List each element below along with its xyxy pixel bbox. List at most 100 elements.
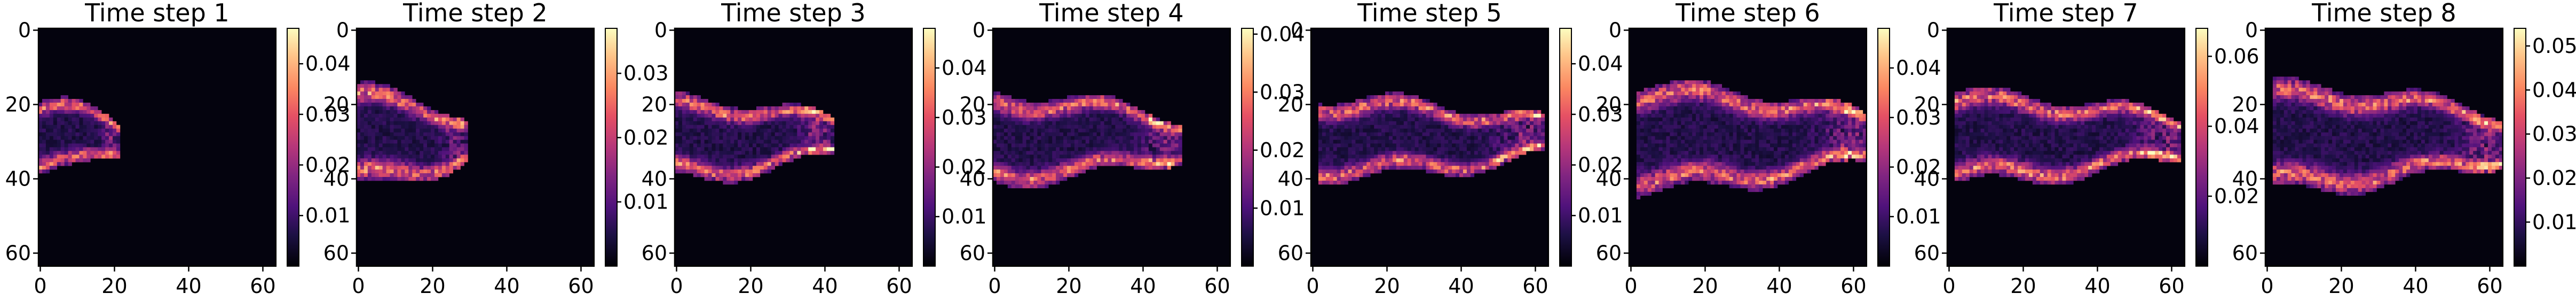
heatmap-cell <box>1492 128 1497 133</box>
heatmap-cell <box>408 136 413 140</box>
heatmap-cell <box>98 151 102 155</box>
heatmap-cell <box>1422 147 1426 151</box>
heatmap-cell <box>1744 143 1748 148</box>
heatmap-cell <box>1329 169 1333 174</box>
heatmap-cell <box>1333 180 1337 185</box>
heatmap-cell <box>86 151 91 155</box>
heatmap-cell <box>1015 136 1019 140</box>
heatmap-cell <box>996 180 1001 185</box>
heatmap-cell <box>1041 173 1045 177</box>
heatmap-cell <box>1744 132 1748 136</box>
heatmap-cell <box>1766 128 1771 133</box>
heatmap-cell <box>1700 106 1704 111</box>
heatmap-cell <box>1718 91 1722 96</box>
heatmap-cell <box>752 151 757 155</box>
heatmap-cell <box>1647 88 1652 92</box>
heatmap-cell <box>767 147 771 151</box>
heatmap-cell <box>726 121 731 125</box>
heatmap-cell <box>1826 110 1830 114</box>
heatmap-cell <box>1429 103 1434 107</box>
heatmap-cell <box>730 110 734 114</box>
heatmap-cell <box>42 140 46 144</box>
heatmap-cell <box>745 151 749 155</box>
heatmap-cell <box>1052 103 1056 107</box>
heatmap-cell <box>993 158 997 163</box>
heatmap-cell <box>453 121 457 125</box>
heatmap-cell <box>1378 158 1382 163</box>
heatmap-cell <box>1781 106 1785 111</box>
heatmap-cell <box>1852 121 1856 125</box>
heatmap-cell <box>1041 184 1045 189</box>
heatmap-cell <box>1477 151 1482 155</box>
heatmap-cell <box>449 147 453 151</box>
heatmap-cell <box>1673 121 1678 125</box>
heatmap-cell <box>420 128 424 133</box>
heatmap-cell <box>1481 113 1485 118</box>
heatmap-cell <box>60 99 65 103</box>
heatmap-cell <box>1799 143 1804 148</box>
heatmap-cell <box>434 110 439 114</box>
heatmap-cell <box>786 136 790 140</box>
heatmap-cell <box>423 140 428 144</box>
heatmap-cell <box>1837 128 1841 133</box>
heatmap-cell <box>1818 140 1822 144</box>
heatmap-cell <box>1666 128 1670 133</box>
heatmap-cell <box>1433 106 1437 111</box>
heatmap-cell <box>1081 121 1086 125</box>
heatmap-cell <box>693 106 697 111</box>
colorbar-tick-label: 0.04 <box>1260 22 1305 46</box>
heatmap-cell <box>1504 117 1508 122</box>
heatmap-cell <box>1340 121 1345 125</box>
heatmap-cell <box>1437 132 1441 136</box>
heatmap-cell <box>1725 117 1729 122</box>
heatmap-cell <box>1325 162 1330 166</box>
heatmap-cell <box>1108 117 1112 122</box>
heatmap-cell <box>1355 132 1360 136</box>
heatmap-cell <box>1670 147 1674 151</box>
heatmap-cell <box>1081 132 1086 136</box>
heatmap-cell <box>83 151 87 155</box>
heatmap-cell <box>83 132 87 136</box>
heatmap-cell <box>1144 113 1149 118</box>
heatmap-cell <box>68 121 72 125</box>
heatmap-cell <box>778 128 783 133</box>
heatmap-cell <box>1848 136 1852 140</box>
heatmap-cell <box>1000 103 1005 107</box>
heatmap-cell <box>1755 128 1759 133</box>
heatmap-cell <box>1655 103 1659 107</box>
heatmap-cell <box>79 106 83 111</box>
heatmap-cell <box>53 117 58 122</box>
heatmap-cell <box>434 158 439 163</box>
heatmap-cell <box>786 158 790 163</box>
heatmap-cell <box>1681 113 1685 118</box>
heatmap-cell <box>808 106 812 111</box>
heatmap-cell <box>1725 140 1729 144</box>
heatmap-cell <box>1855 147 1860 151</box>
heatmap-cell <box>1459 151 1464 155</box>
heatmap-cell <box>1651 103 1655 107</box>
heatmap-cell <box>763 158 768 163</box>
heatmap-cell <box>1651 95 1655 99</box>
heatmap-cell <box>1826 140 1830 144</box>
heatmap-cell <box>715 151 720 155</box>
heatmap-cell <box>749 173 753 177</box>
heatmap-cell <box>745 121 749 125</box>
heatmap-cell <box>1370 151 1374 155</box>
heatmap-cell <box>797 110 801 114</box>
heatmap-cell <box>390 125 394 129</box>
heatmap-cell <box>49 103 54 107</box>
heatmap-cell <box>393 169 398 174</box>
heatmap-cell <box>1759 136 1763 140</box>
heatmap-cell <box>1396 103 1401 107</box>
heatmap-cell <box>1344 180 1348 185</box>
heatmap-cell <box>1325 117 1330 122</box>
heatmap-cell <box>86 128 91 133</box>
heatmap-cell <box>1340 125 1345 129</box>
heatmap-cell <box>378 147 383 151</box>
heatmap-cell <box>1070 173 1075 177</box>
heatmap-cell <box>1485 143 1489 148</box>
heatmap-cell <box>1636 147 1641 151</box>
heatmap-cell <box>460 147 464 151</box>
heatmap-cell <box>1777 110 1782 114</box>
heatmap-cell <box>57 117 61 122</box>
